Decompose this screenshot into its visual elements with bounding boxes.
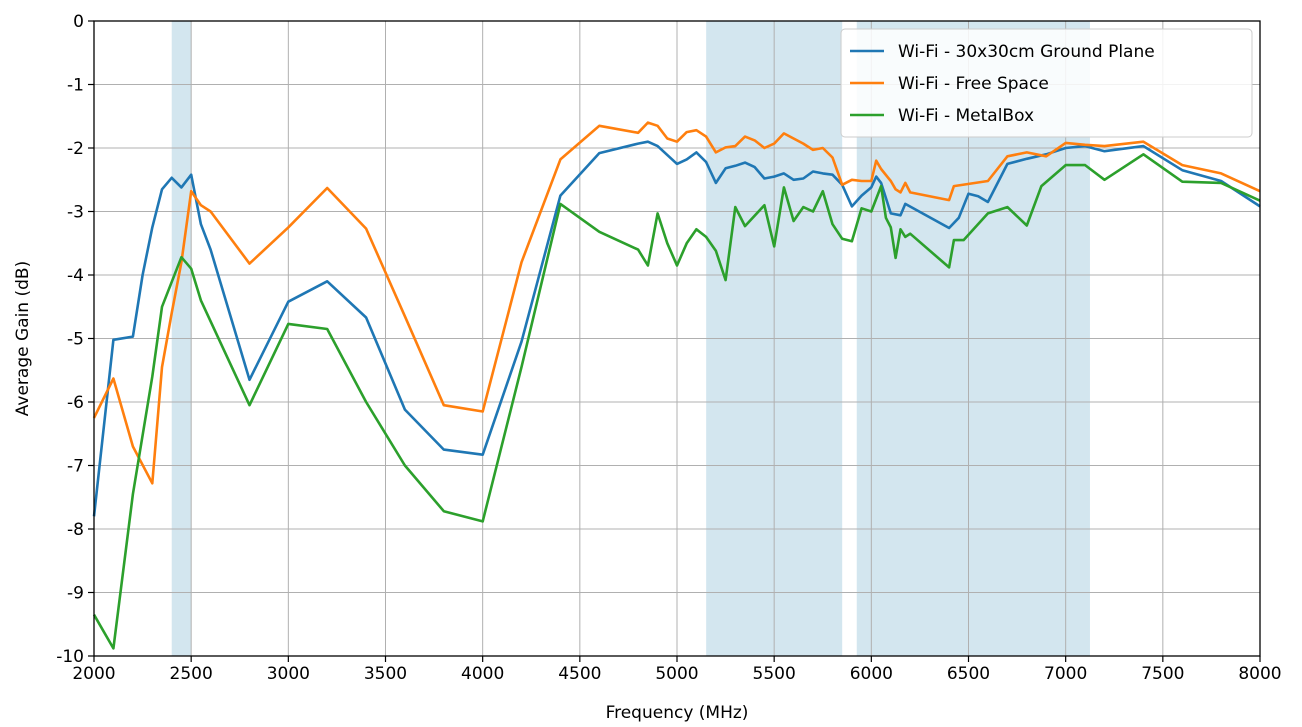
y-axis-ticks: 0 -1 -2 -3 -4 -5 -6 -7 -8 -9 -10: [56, 12, 94, 667]
y-tick-label: -9: [67, 584, 84, 604]
y-tick-label: -7: [67, 457, 84, 477]
x-tick-label: 5000: [655, 664, 698, 684]
series-line-0: [92, 140, 1261, 517]
x-axis-ticks: 2000 2500 3000 3500 4000 4500 5000 5500 6000 6500…: [72, 656, 1282, 684]
y-tick-label: -1: [67, 76, 84, 96]
y-tick-label: -4: [67, 266, 84, 286]
y-tick-label: -8: [67, 520, 84, 540]
x-tick-label: 6500: [947, 664, 990, 684]
series-line-2: [92, 153, 1261, 650]
x-tick-label: 2500: [170, 664, 213, 684]
x-tick-label: 6000: [850, 664, 893, 684]
x-tick-label: 8000: [1238, 664, 1281, 684]
x-axis-label: Frequency (MHz): [606, 703, 749, 723]
x-tick-label: 3000: [267, 664, 310, 684]
x-tick-label: 4500: [558, 664, 601, 684]
series-line-1: [92, 121, 1261, 485]
y-axis-label: Average Gain (dB): [13, 261, 33, 416]
y-tick-label: -6: [67, 393, 84, 413]
y-tick-label: 0: [73, 12, 84, 32]
legend-box: [840, 28, 1253, 138]
y-tick-label: -10: [56, 647, 84, 667]
legend-label-2: Wi-Fi - MetalBox: [898, 106, 1034, 126]
y-tick-label: -2: [67, 139, 84, 159]
legend-label-0: Wi-Fi - 30x30cm Ground Plane: [898, 42, 1155, 62]
y-tick-label: -5: [67, 330, 84, 350]
legend-label-1: Wi-Fi - Free Space: [898, 74, 1049, 94]
x-tick-label: 7000: [1044, 664, 1087, 684]
x-tick-label: 5500: [753, 664, 796, 684]
x-tick-label: 4000: [461, 664, 504, 684]
x-tick-label: 7500: [1141, 664, 1184, 684]
y-tick-label: -3: [67, 203, 84, 223]
x-tick-label: 3500: [364, 664, 407, 684]
series-lines: [92, 121, 1261, 650]
x-tick-label: 2000: [72, 664, 115, 684]
legend: Wi-Fi - 30x30cm Ground Plane Wi-Fi - Free…: [840, 28, 1253, 138]
